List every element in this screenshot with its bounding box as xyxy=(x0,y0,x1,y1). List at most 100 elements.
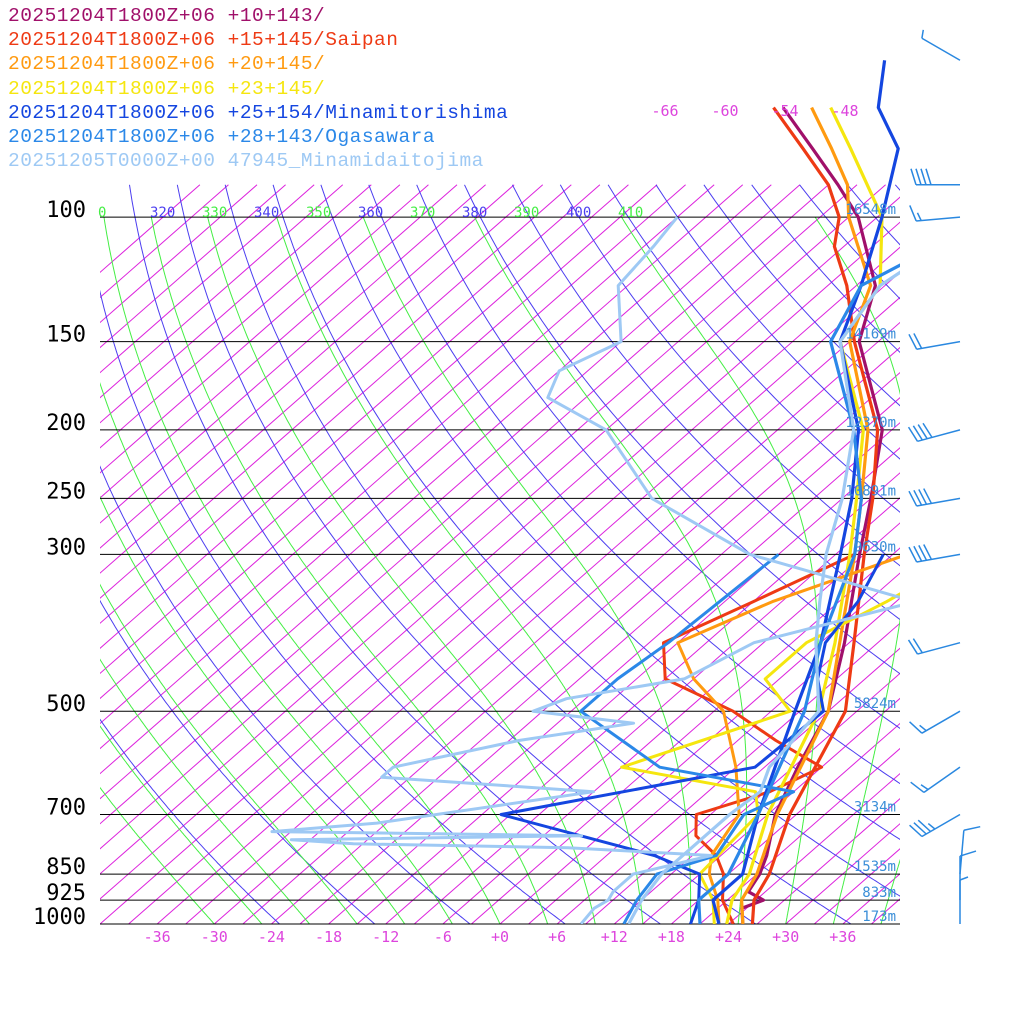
isotherm-line xyxy=(100,184,344,399)
legend-entry: 20251204T1800Z+06 +23+145/ xyxy=(8,77,326,100)
pressure-label: 700 xyxy=(46,796,86,821)
temperature-tick-label: -18 xyxy=(315,928,342,946)
temperature-top-label: -66 xyxy=(651,102,678,120)
temperature-tick-label: -6 xyxy=(434,928,452,946)
height-label: 173m xyxy=(862,909,896,925)
pressure-label: 150 xyxy=(46,323,86,348)
legend-entry: 20251204T1800Z+06 +15+145/Saipan xyxy=(8,29,399,52)
temperature-tick-label: -30 xyxy=(201,928,228,946)
theta-label: 350 xyxy=(306,205,331,221)
temperature-tick-label: +18 xyxy=(658,928,685,946)
theta-label: 370 xyxy=(410,205,435,221)
wind-barb xyxy=(908,488,961,507)
dry-adiabat-line xyxy=(894,184,900,191)
wind-barbs xyxy=(907,29,981,924)
legend-entry: 20251204T1800Z+06 +20+145/ xyxy=(8,53,326,76)
wind-barb xyxy=(910,766,961,794)
theta-label: 380 xyxy=(462,205,487,221)
height-label: 10891m xyxy=(845,483,896,499)
isotherm-line xyxy=(671,722,900,924)
wind-barb xyxy=(908,333,961,350)
pressure-label: 300 xyxy=(46,535,86,560)
isotherm-line xyxy=(756,798,900,924)
height-label: 3134m xyxy=(854,800,896,816)
wind-barb xyxy=(909,813,961,838)
isotherm-line xyxy=(100,184,515,549)
isotherm-line xyxy=(100,184,486,524)
pressure-label: 200 xyxy=(46,411,86,436)
height-label: 12370m xyxy=(845,415,896,431)
temperature-tick-label: +6 xyxy=(548,928,566,946)
temperature-line xyxy=(627,270,900,924)
theta-label: 340 xyxy=(254,205,279,221)
isotherm-line xyxy=(728,772,900,924)
temperature-tick-label: +0 xyxy=(491,928,509,946)
height-label: 1535m xyxy=(854,859,896,875)
dry-adiabat-line xyxy=(799,184,900,300)
dewpoint-line xyxy=(579,553,796,924)
isotherm-line xyxy=(528,597,900,924)
dry-adiabat-line xyxy=(847,184,900,246)
moist-adiabat-line xyxy=(207,216,596,924)
temperature-tick-label: +30 xyxy=(772,928,799,946)
wind-barb xyxy=(959,876,969,924)
wind-barb xyxy=(921,29,961,61)
wind-barb xyxy=(907,638,961,655)
isotherm-line xyxy=(499,572,900,924)
pressure-label: 500 xyxy=(46,692,86,717)
isotherm-line xyxy=(100,184,429,474)
theta-label: 0 xyxy=(98,205,106,221)
isotherm-line xyxy=(100,184,286,349)
temperature-tick-label: -24 xyxy=(258,928,285,946)
temperature-top-label: -54 xyxy=(771,102,798,120)
sounding-series xyxy=(270,60,900,924)
temperature-line xyxy=(697,263,900,924)
height-label: 5824m xyxy=(854,696,896,712)
temperature-top-label: -60 xyxy=(711,102,738,120)
temperature-tick-label: +36 xyxy=(829,928,856,946)
height-label: 833m xyxy=(862,885,896,901)
theta-label: 360 xyxy=(358,205,383,221)
legend-entry: 20251204T1800Z+06 +28+143/Ogasawara xyxy=(8,126,436,149)
wind-barb xyxy=(907,422,961,443)
dewpoint-line xyxy=(620,592,900,924)
temperature-line xyxy=(711,60,900,924)
pressure-label: 1000 xyxy=(33,905,86,930)
pressure-label: 850 xyxy=(46,855,86,880)
dewpoint-line xyxy=(676,555,900,924)
temperature-tick-label: -12 xyxy=(372,928,399,946)
wind-barb xyxy=(909,205,961,222)
dry-adiabat-line xyxy=(416,184,900,729)
isotherm-line xyxy=(585,647,900,924)
temperature-line xyxy=(725,106,884,924)
dewpoint-line xyxy=(499,553,885,924)
legend-entry: 20251204T1800Z+06 +25+154/Minamitorishim… xyxy=(8,101,509,124)
dry-adiabat-line xyxy=(991,185,1024,939)
wind-barb xyxy=(910,168,960,186)
dry-adiabat-line xyxy=(943,185,1024,939)
theta-label: 320 xyxy=(150,205,175,221)
temperature-tick-label: +24 xyxy=(715,928,742,946)
temperature-tick-label: -36 xyxy=(144,928,171,946)
isotherm-line xyxy=(100,184,372,424)
isotherm-line xyxy=(613,672,900,924)
isotherm-line xyxy=(100,184,258,324)
wind-barb xyxy=(959,850,977,901)
dewpoint-line xyxy=(270,216,900,924)
legend: 20251204T1800Z+06 +10+143/ 20251204T1800… xyxy=(8,4,508,173)
temperature-top-label: -48 xyxy=(831,102,858,120)
height-label: 16548m xyxy=(845,202,896,218)
pressure-label: 100 xyxy=(46,198,86,223)
dry-adiabat-line xyxy=(176,184,757,924)
pressure-label: 925 xyxy=(46,881,86,906)
dry-adiabat-line xyxy=(100,599,376,924)
temperature-tick-label: +12 xyxy=(601,928,628,946)
wind-barb xyxy=(909,710,961,734)
pressure-label: 250 xyxy=(46,479,86,504)
theta-label: 410 xyxy=(618,205,643,221)
wind-barb xyxy=(959,825,981,875)
theta-label: 330 xyxy=(202,205,227,221)
height-label: 14169m xyxy=(845,327,896,343)
